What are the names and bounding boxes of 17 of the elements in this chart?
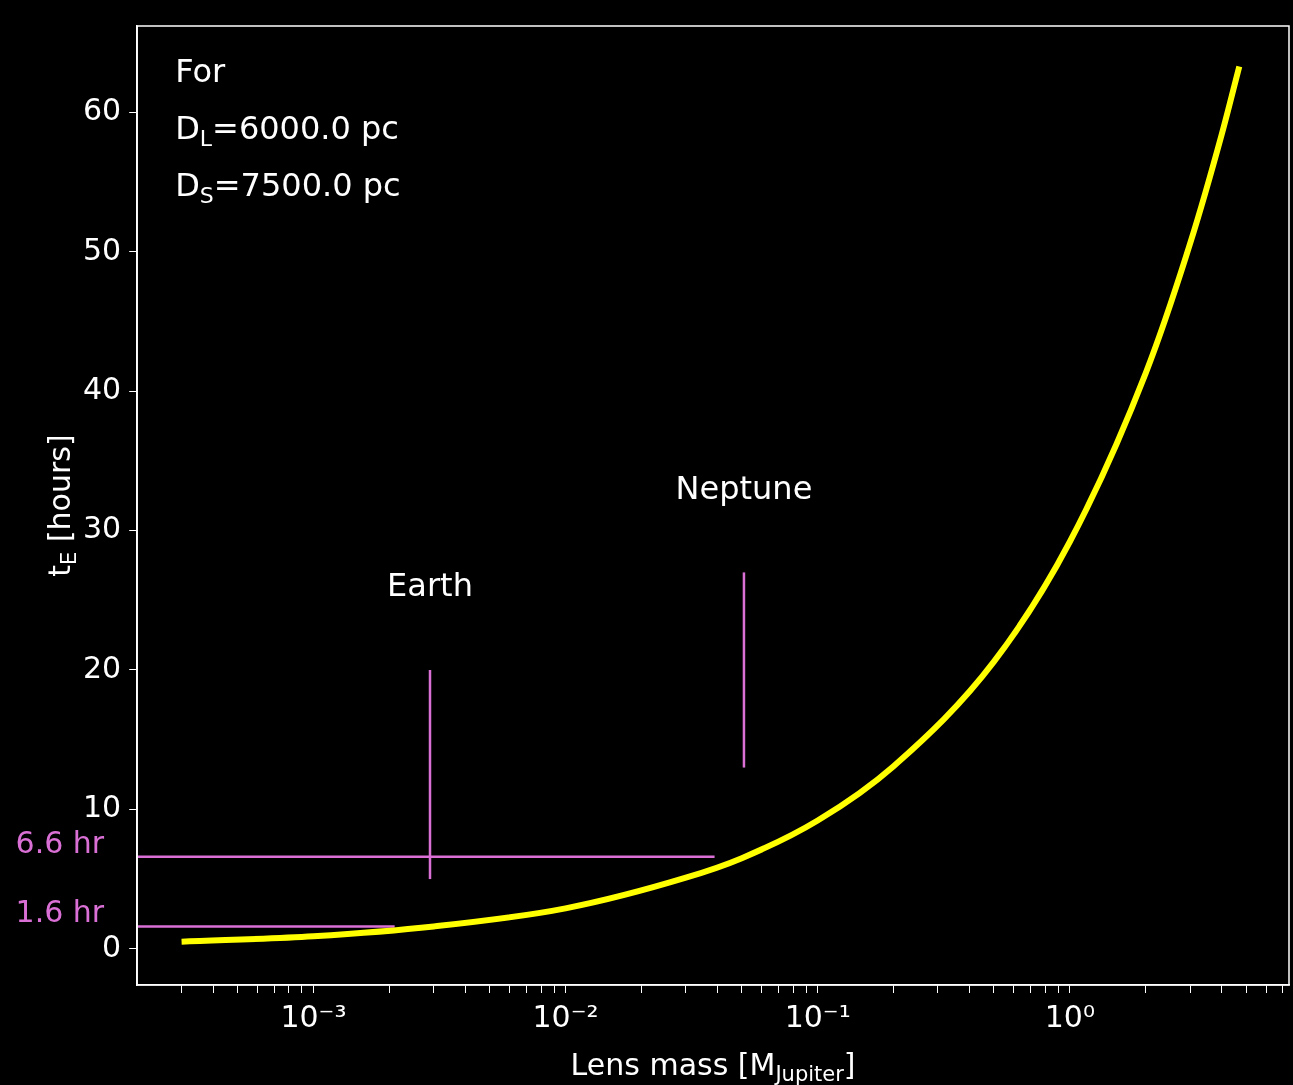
y-tick-label: 60 — [82, 92, 122, 128]
y-tick-label: 0 — [102, 928, 122, 964]
y-tick-label: 50 — [82, 231, 122, 267]
y-tick-label: 20 — [82, 649, 122, 685]
annotation: For — [175, 52, 227, 91]
y-tick-label: 30 — [82, 510, 122, 546]
x-tick-label: 10⁰ — [1044, 998, 1095, 1034]
annotation: Neptune — [675, 468, 813, 507]
y-axis-title: tE [hours] — [41, 434, 82, 577]
y-tick-label: 10 — [82, 789, 122, 825]
x-tick-label: 10⁻¹ — [784, 998, 851, 1034]
annotation: Earth — [387, 566, 473, 605]
x-tick-label: 10⁻² — [532, 998, 599, 1034]
y-tick-label: 40 — [82, 371, 122, 406]
text: 6.6 hr — [15, 824, 105, 860]
text: 1.6 hr — [15, 894, 105, 930]
x-tick-label: 10⁻³ — [280, 998, 347, 1034]
